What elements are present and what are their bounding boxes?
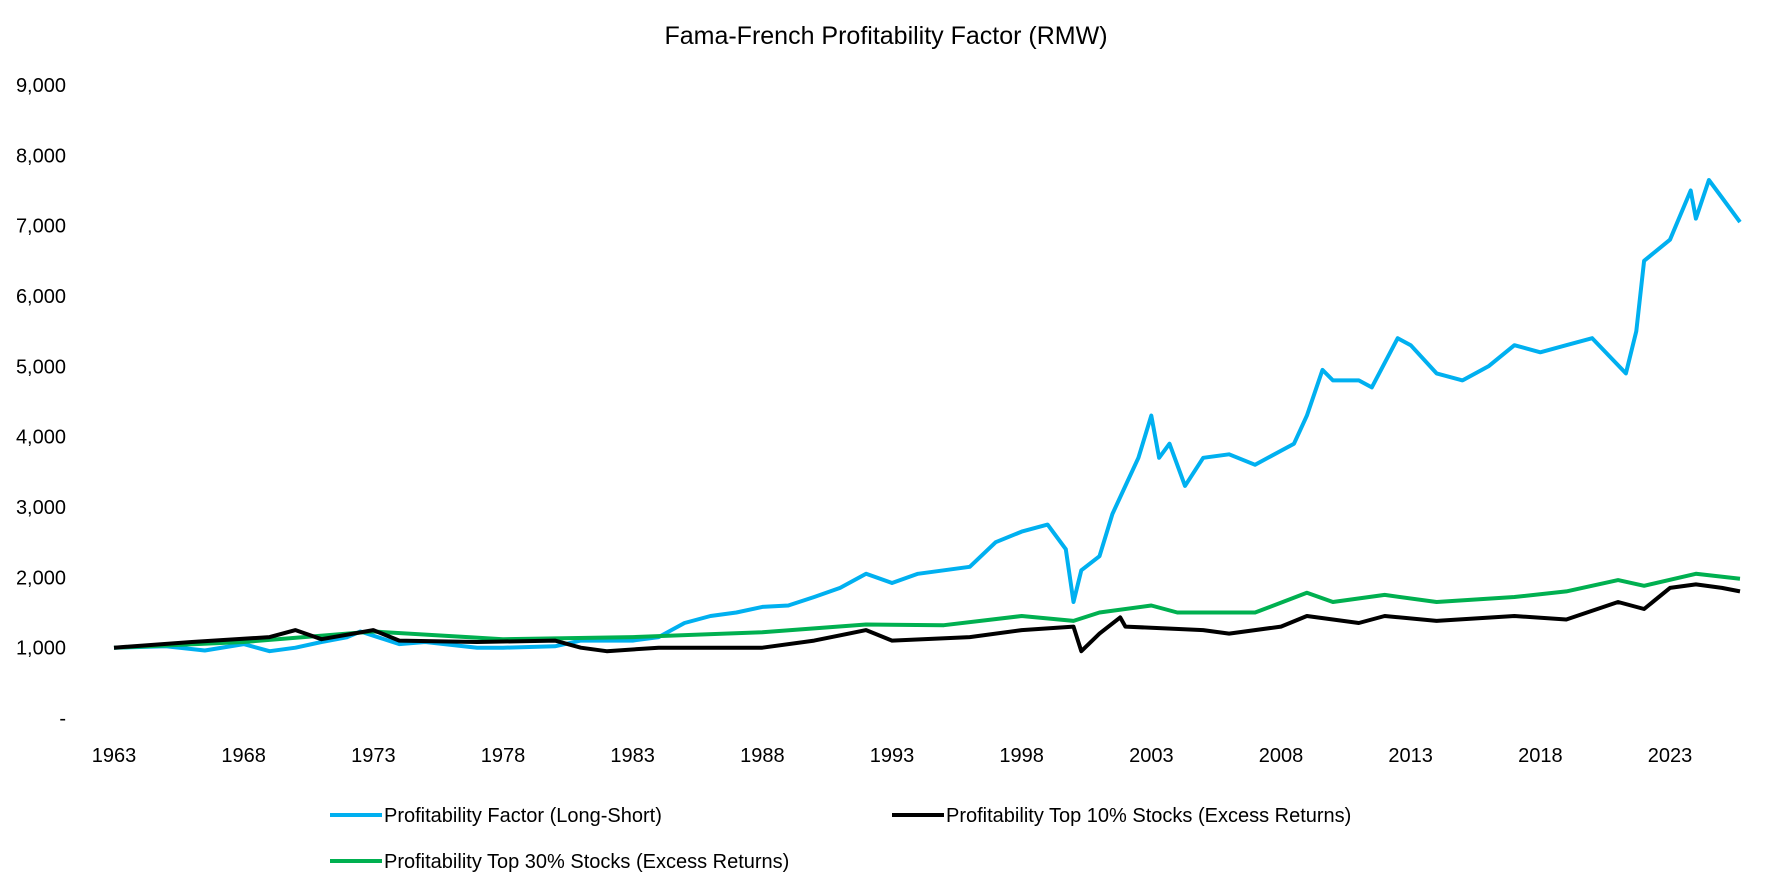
- y-tick-label: 8,000: [16, 145, 66, 167]
- y-tick-label: 9,000: [16, 75, 66, 97]
- series-line-0: [113, 178, 1742, 654]
- y-tick-label: -: [59, 708, 66, 730]
- legend-label-long-short: Profitability Factor (Long-Short): [384, 805, 662, 827]
- x-tick-label: 1988: [740, 745, 785, 767]
- x-tick-label: 1973: [351, 745, 396, 767]
- x-tick-label: 1998: [999, 745, 1044, 767]
- legend-label-top10: Profitability Top 10% Stocks (Excess Ret…: [946, 805, 1351, 827]
- y-tick-label: 1,000: [16, 638, 66, 660]
- x-tick-label: 2018: [1518, 745, 1563, 767]
- x-tick-label: 1978: [481, 745, 526, 767]
- x-tick-label: 1968: [221, 745, 266, 767]
- legend-label-top30: Profitability Top 30% Stocks (Excess Ret…: [384, 851, 789, 873]
- x-tick-label: 2023: [1648, 745, 1693, 767]
- y-tick-label: 2,000: [16, 567, 66, 589]
- plot-area: [113, 178, 1742, 654]
- x-tick-label: 2013: [1388, 745, 1433, 767]
- y-tick-label: 4,000: [16, 427, 66, 449]
- y-axis: - 1,000 2,000 3,000 4,000 5,000 6,000 7,000 8,00…: [16, 75, 66, 730]
- x-tick-label: 1993: [870, 745, 915, 767]
- y-tick-label: 5,000: [16, 356, 66, 378]
- series-line-1: [113, 582, 1741, 654]
- x-tick-label: 2008: [1259, 745, 1304, 767]
- y-tick-label: 3,000: [16, 497, 66, 519]
- y-tick-label: 6,000: [16, 286, 66, 308]
- x-tick-label: 2003: [1129, 745, 1174, 767]
- legend: Profitability Factor (Long-Short) Profit…: [330, 805, 1351, 873]
- x-tick-label: 1983: [610, 745, 655, 767]
- x-axis: 1963 1968 1973 1978 1983 1988 1993 1998 2003 2008…: [92, 745, 1693, 767]
- chart-title: Fama-French Profitability Factor (RMW): [664, 22, 1107, 50]
- series-line-2: [113, 571, 1741, 650]
- x-tick-label: 1963: [92, 745, 137, 767]
- y-tick-label: 7,000: [16, 216, 66, 238]
